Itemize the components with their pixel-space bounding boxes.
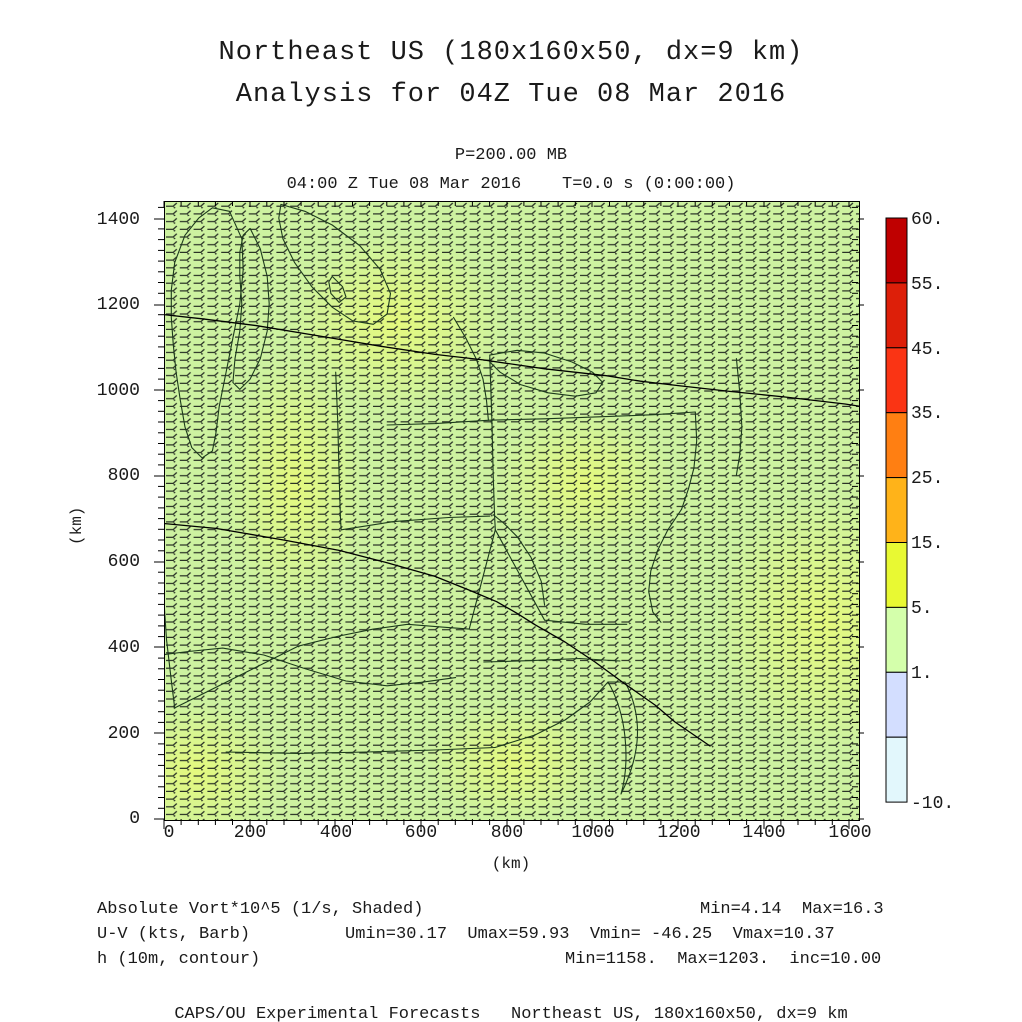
- svg-text:55.: 55.: [911, 275, 943, 295]
- svg-text:1.: 1.: [911, 664, 933, 684]
- svg-text:-10.: -10.: [911, 794, 954, 814]
- svg-text:45.: 45.: [911, 340, 943, 360]
- svg-text:35.: 35.: [911, 404, 943, 424]
- svg-text:60.: 60.: [911, 210, 943, 230]
- svg-text:5.: 5.: [911, 599, 933, 619]
- svg-text:15.: 15.: [911, 534, 943, 554]
- svg-text:25.: 25.: [911, 469, 943, 489]
